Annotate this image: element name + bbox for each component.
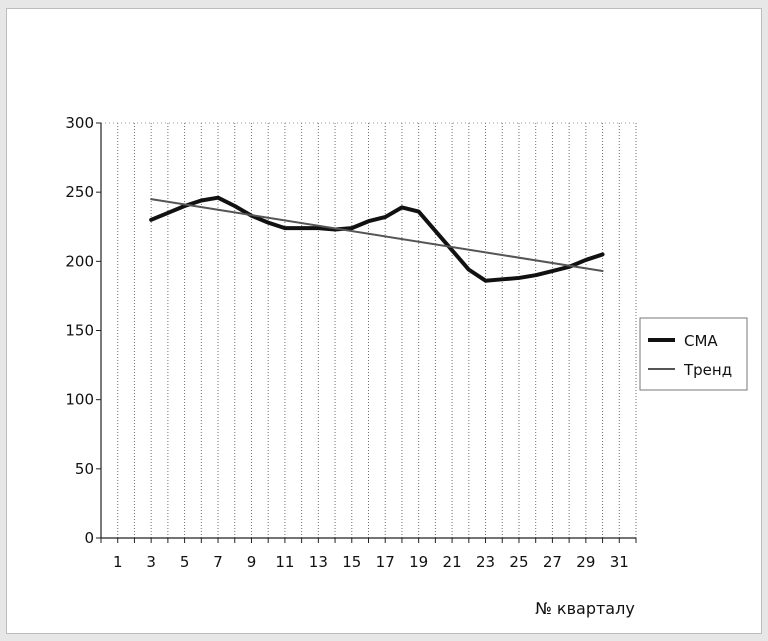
x-tick-label: 1 xyxy=(113,553,123,571)
x-axis-title: № кварталу xyxy=(535,599,635,618)
legend-label-trend: Тренд xyxy=(683,361,732,379)
x-tick-label: 21 xyxy=(443,553,462,571)
series-line-cma xyxy=(149,195,605,283)
x-tick-label: 13 xyxy=(309,553,328,571)
y-tick-label: 100 xyxy=(65,391,94,409)
axis-layer xyxy=(96,122,637,543)
y-tick-label: 0 xyxy=(84,529,94,547)
series-layer xyxy=(149,195,605,283)
x-tick-label: 29 xyxy=(576,553,595,571)
y-tick-label: 150 xyxy=(65,322,94,340)
x-tick-label: 19 xyxy=(409,553,428,571)
y-tick-label: 250 xyxy=(65,183,94,201)
x-tick-label: 15 xyxy=(342,553,361,571)
x-tick-label: 5 xyxy=(180,553,190,571)
y-tick-label: 200 xyxy=(65,252,94,270)
y-tick-label: 300 xyxy=(65,114,94,132)
legend-label-cma: СМА xyxy=(684,332,718,350)
legend-box xyxy=(639,317,748,391)
x-tick-label: 9 xyxy=(247,553,257,571)
x-tick-label: 17 xyxy=(376,553,395,571)
x-tick-label: 7 xyxy=(213,553,223,571)
x-tick-label: 27 xyxy=(543,553,562,571)
legend: СМА Тренд xyxy=(639,317,748,391)
x-tick-label: 11 xyxy=(275,553,294,571)
x-tick-label: 23 xyxy=(476,553,495,571)
x-tick-label: 25 xyxy=(509,553,528,571)
x-tick-label: 31 xyxy=(610,553,629,571)
x-tick-label: 3 xyxy=(146,553,156,571)
y-tick-label: 50 xyxy=(75,460,94,478)
series-line-trend xyxy=(150,198,604,273)
grid-layer xyxy=(101,122,637,538)
